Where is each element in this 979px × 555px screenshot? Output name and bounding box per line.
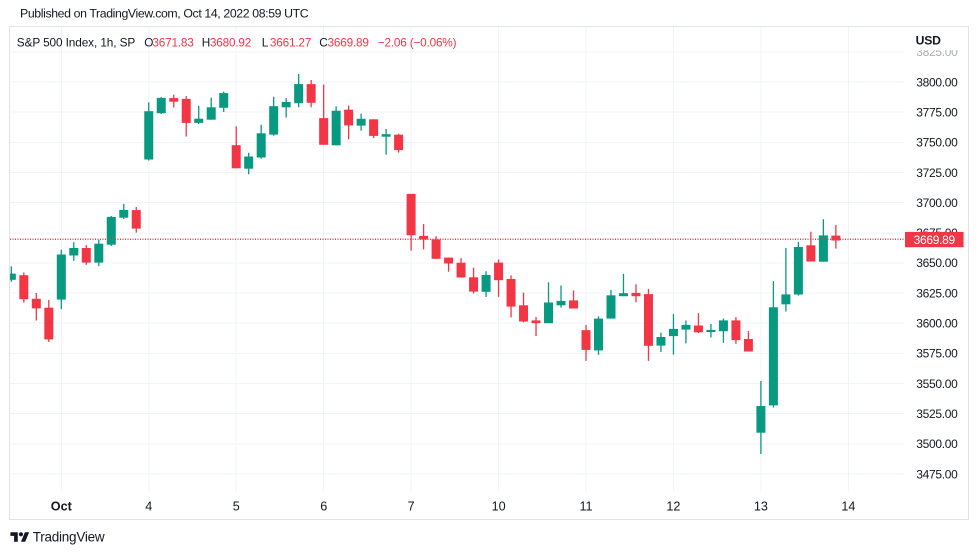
svg-text:7: 7 [408,500,415,514]
svg-text:3669.89: 3669.89 [328,35,369,49]
svg-text:3661.27: 3661.27 [270,35,311,49]
svg-text:4: 4 [145,500,152,514]
svg-text:3671.83: 3671.83 [152,35,194,49]
svg-text:O: O [144,35,153,49]
svg-text:3800.00: 3800.00 [916,75,958,89]
svg-text:3600.00: 3600.00 [916,317,958,331]
svg-text:C: C [319,35,328,49]
svg-text:3550.00: 3550.00 [916,377,958,391]
svg-text:3775.00: 3775.00 [916,106,958,120]
svg-text:3725.00: 3725.00 [916,166,958,180]
svg-text:3650.00: 3650.00 [916,256,958,270]
svg-text:USD: USD [916,34,942,48]
svg-text:13: 13 [754,500,768,514]
svg-text:3750.00: 3750.00 [916,136,958,150]
svg-text:Oct: Oct [51,500,73,514]
svg-text:11: 11 [579,500,592,514]
svg-text:3669.89: 3669.89 [914,233,956,247]
svg-text:12: 12 [666,500,680,514]
svg-text:−2.06 (−0.06%): −2.06 (−0.06%) [378,35,457,49]
svg-text:14: 14 [841,500,855,514]
svg-text:L: L [262,35,269,49]
svg-text:3525.00: 3525.00 [916,407,958,421]
svg-text:6: 6 [320,500,327,514]
svg-text:5: 5 [233,500,240,514]
svg-text:TradingView: TradingView [33,530,105,545]
svg-text:3575.00: 3575.00 [916,347,958,361]
svg-text:S&P 500 Index, 1h, SP: S&P 500 Index, 1h, SP [17,35,136,49]
svg-text:3700.00: 3700.00 [916,196,958,210]
svg-text:10: 10 [492,500,506,514]
svg-text:Published on TradingView.com,: Published on TradingView.com, Oct 14, 20… [20,6,309,20]
svg-text:3475.00: 3475.00 [916,467,958,481]
svg-text:3625.00: 3625.00 [916,286,958,300]
svg-text:H: H [202,35,211,49]
svg-text:3680.92: 3680.92 [210,35,251,49]
svg-text:3500.00: 3500.00 [916,437,958,451]
